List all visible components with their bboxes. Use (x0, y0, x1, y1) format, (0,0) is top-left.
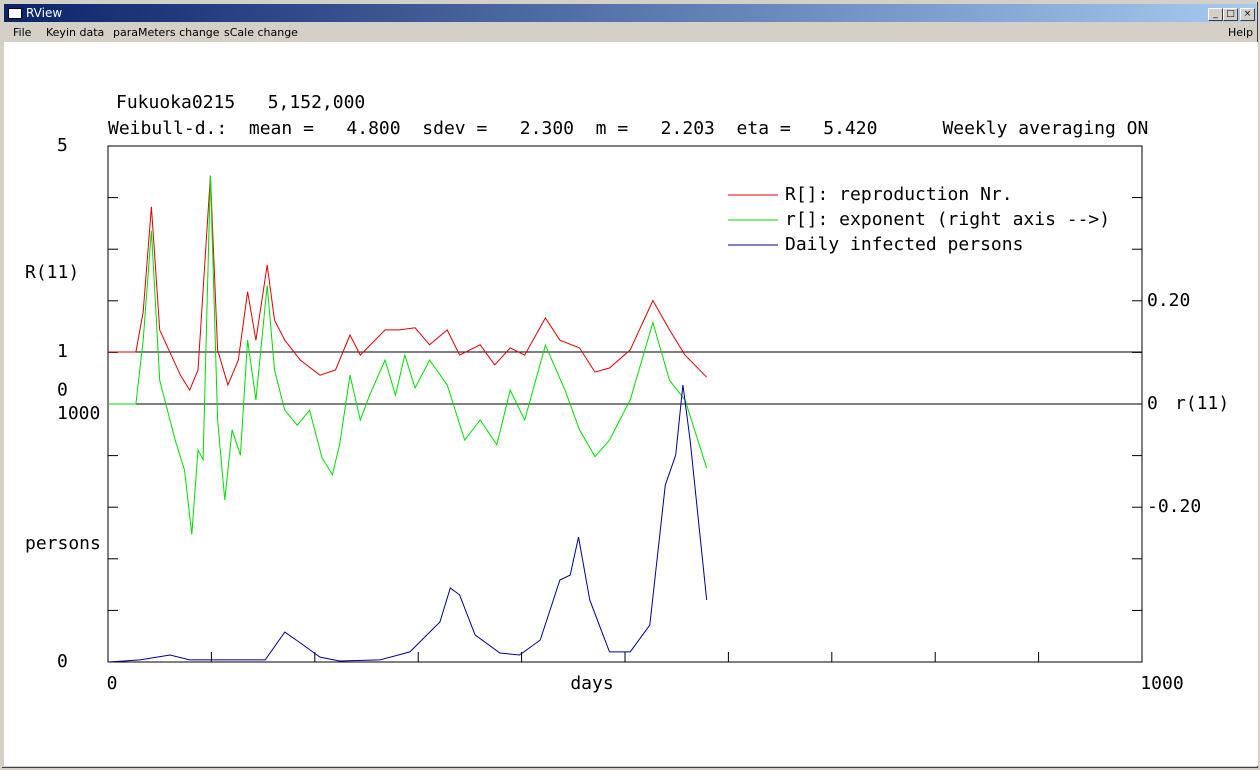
y-tick-label: 1 (57, 341, 68, 362)
menu-item[interactable]: sCale change (224, 26, 298, 39)
series-line (108, 175, 708, 535)
maximize-button[interactable]: □ (1223, 8, 1238, 21)
chart-title: Fukuoka0215 5,152,000 (116, 92, 365, 113)
menu-item[interactable]: Help (1228, 26, 1254, 39)
minimize-button[interactable]: _ (1208, 8, 1223, 21)
title-bar: RView _ □ × (4, 4, 1256, 22)
y2-tick-label: -0.20 (1147, 496, 1201, 517)
window-title: RView (26, 6, 63, 20)
menu-item[interactable]: File (13, 26, 32, 39)
series-line (108, 175, 708, 392)
x-axis-label: days (570, 673, 613, 694)
series-line (107, 384, 708, 663)
x-tick-label: 1000 (1140, 673, 1183, 694)
y2-axis-label: r(11) (1175, 393, 1229, 414)
menu-item[interactable]: paraMeters change (113, 26, 220, 39)
menu-bar: File Keyin data paraMeters change sCale … (4, 23, 1256, 42)
y2-tick-label: 0.20 (1147, 290, 1190, 311)
legend-label: Daily infected persons (785, 234, 1023, 255)
y-tick-label: 5 (57, 135, 68, 156)
y2-tick-label: 0 (1147, 393, 1158, 414)
y3-tick-label: 1000 (57, 403, 100, 424)
y3-axis-label: persons (25, 533, 101, 554)
app-icon (8, 8, 22, 19)
y-tick-label: 0 (57, 380, 68, 401)
legend-label: R[]: reproduction Nr. (785, 184, 1013, 205)
close-button[interactable]: × (1240, 8, 1255, 21)
y3-tick-label: 0 (57, 651, 68, 672)
x-tick-label: 0 (107, 673, 118, 694)
legend-label: r[]: exponent (right axis -->) (785, 209, 1110, 230)
menu-item[interactable]: Keyin data (46, 26, 105, 39)
y-axis-label: R(11) (25, 262, 79, 283)
chart-subtitle: Weibull-d.: mean = 4.800 sdev = 2.300 m … (108, 118, 1148, 139)
